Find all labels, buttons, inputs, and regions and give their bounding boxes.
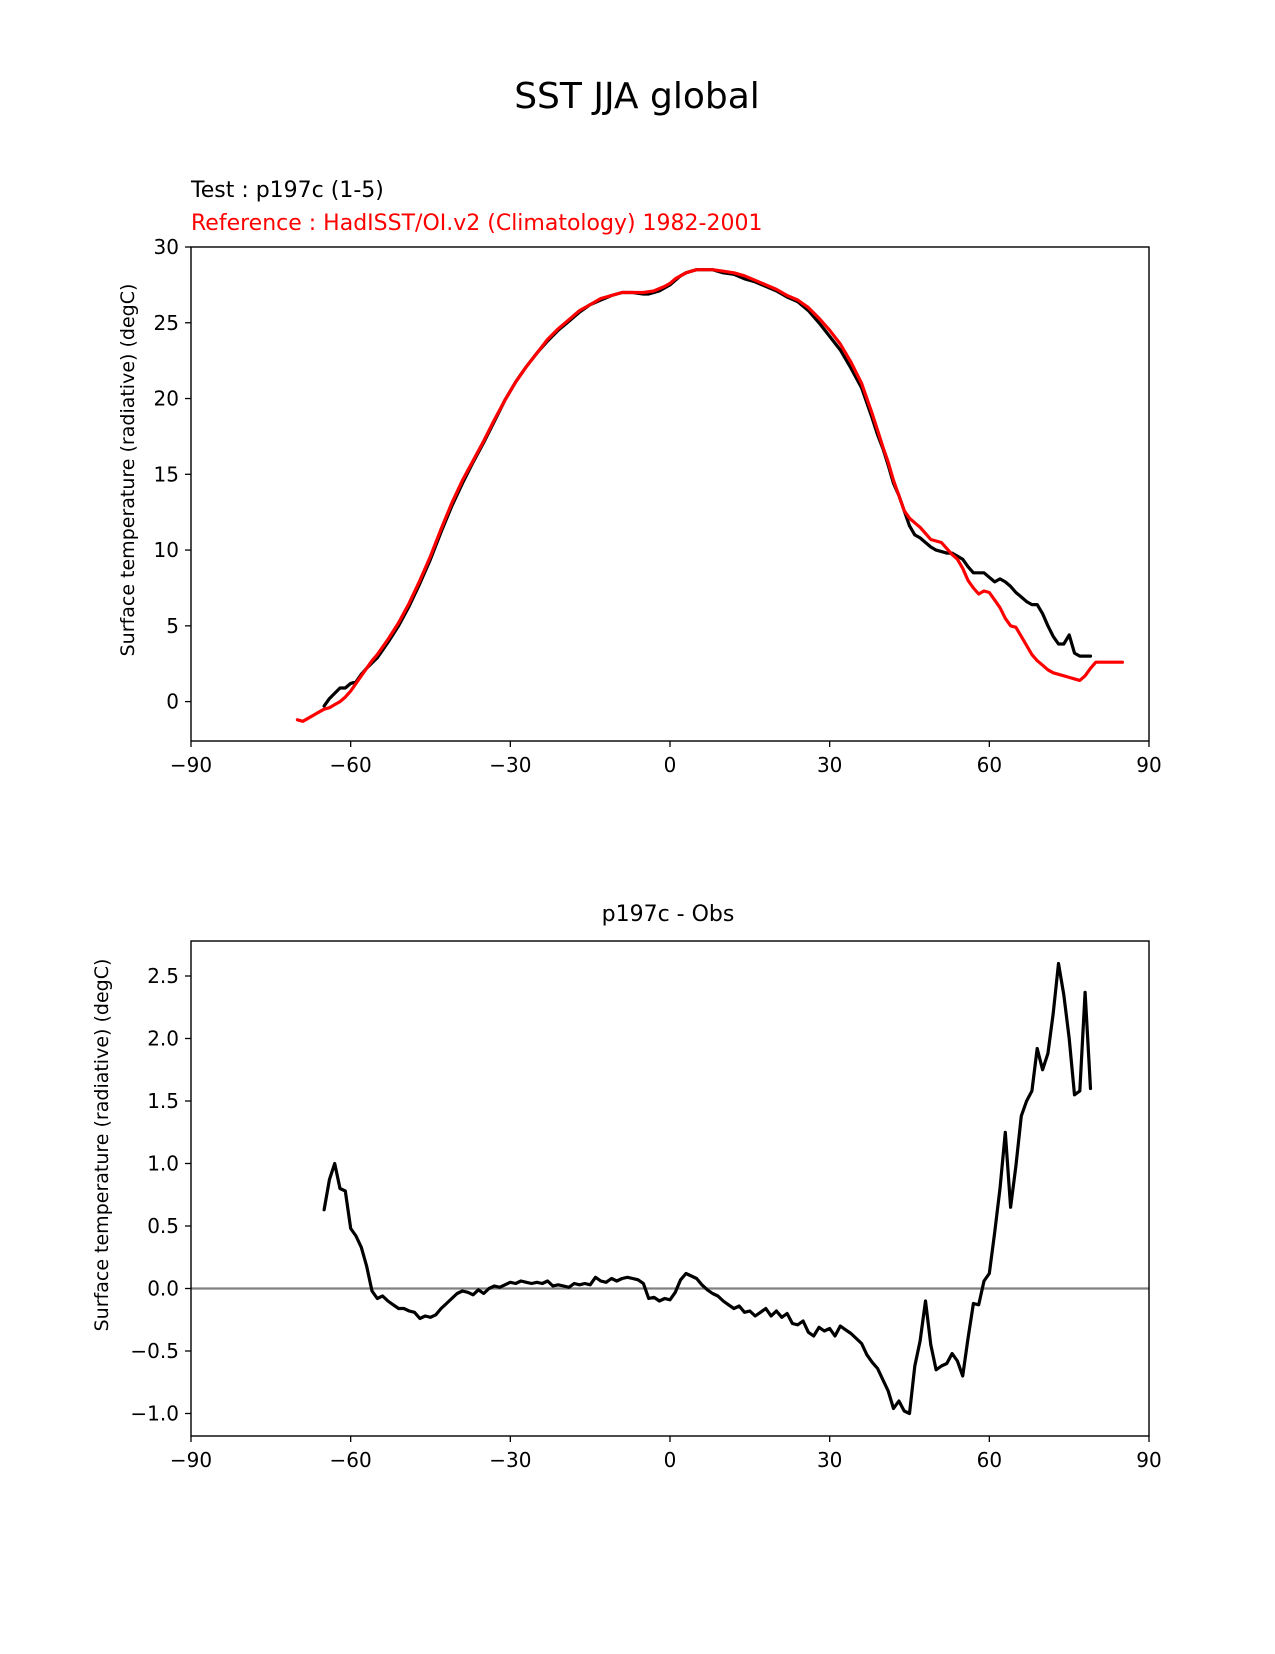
x-tick-label: 60 — [977, 753, 1002, 777]
plot-area-bottom: −90 −60 −30 0 30 60 90 −1.0 −0.5 0.0 0.5 1.0 1.5 2.0 2… — [130, 940, 1162, 1472]
series-line-reference-top — [295, 268, 1125, 723]
y-tick-label: 0.0 — [147, 1277, 179, 1301]
series-line-difference-bottom — [322, 961, 1093, 1416]
axes-frame-top — [190, 246, 1150, 742]
panel-bottom-difference: p197c - Obs −90 −60 −30 0 30 60 90 −1.0 −0.5 0.0 0… — [91, 902, 1162, 1472]
y-tick-label: 2.5 — [147, 964, 179, 988]
y-tick-label: 15 — [154, 462, 179, 486]
x-tick-label: 0 — [664, 753, 677, 777]
y-tick-label: 2.0 — [147, 1027, 179, 1051]
y-tick-label: −1.0 — [130, 1402, 179, 1426]
ylabel-top: Surface temperature (radiative) (degC) — [117, 284, 139, 657]
x-tick-label: 60 — [977, 1448, 1002, 1472]
y-tick-label: 1.5 — [147, 1089, 179, 1113]
reference-label: Reference : HadISST/OI.v2 (Climatology) … — [191, 211, 762, 236]
x-tick-label: −60 — [330, 753, 372, 777]
y-tick-label: 20 — [154, 387, 179, 411]
x-tick-label: −90 — [170, 753, 212, 777]
plot-area-top: −90 −60 −30 0 30 60 90 0 5 10 15 20 25 30 — [154, 235, 1162, 777]
x-tick-label: −60 — [330, 1448, 372, 1472]
y-tick-label: 10 — [154, 538, 179, 562]
y-tick-label: 1.0 — [147, 1152, 179, 1176]
panel-top-sst: Test : p197c (1-5) Reference : HadISST/O… — [117, 178, 1162, 777]
x-tick-label: 30 — [817, 1448, 842, 1472]
axes-frame-bottom — [190, 940, 1150, 1437]
figure-title: SST JJA global — [514, 76, 760, 117]
x-tick-label: 90 — [1136, 753, 1161, 777]
series-line-test-top — [322, 268, 1093, 708]
y-tick-label: 30 — [154, 235, 179, 259]
x-tick-label: 30 — [817, 753, 842, 777]
x-tick-label: −30 — [489, 753, 531, 777]
test-label: Test : p197c (1-5) — [190, 178, 384, 203]
difference-title: p197c - Obs — [602, 902, 735, 927]
y-tick-label: 0.5 — [147, 1214, 179, 1238]
x-tick-label: −30 — [489, 1448, 531, 1472]
y-tick-label: 5 — [166, 614, 179, 638]
x-tick-label: 0 — [664, 1448, 677, 1472]
y-tick-label: −0.5 — [130, 1339, 179, 1363]
x-tick-label: 90 — [1136, 1448, 1161, 1472]
ylabel-bottom: Surface temperature (radiative) (degC) — [91, 959, 113, 1332]
y-tick-label: 0 — [166, 690, 179, 714]
y-tick-label: 25 — [154, 311, 179, 335]
x-tick-label: −90 — [170, 1448, 212, 1472]
